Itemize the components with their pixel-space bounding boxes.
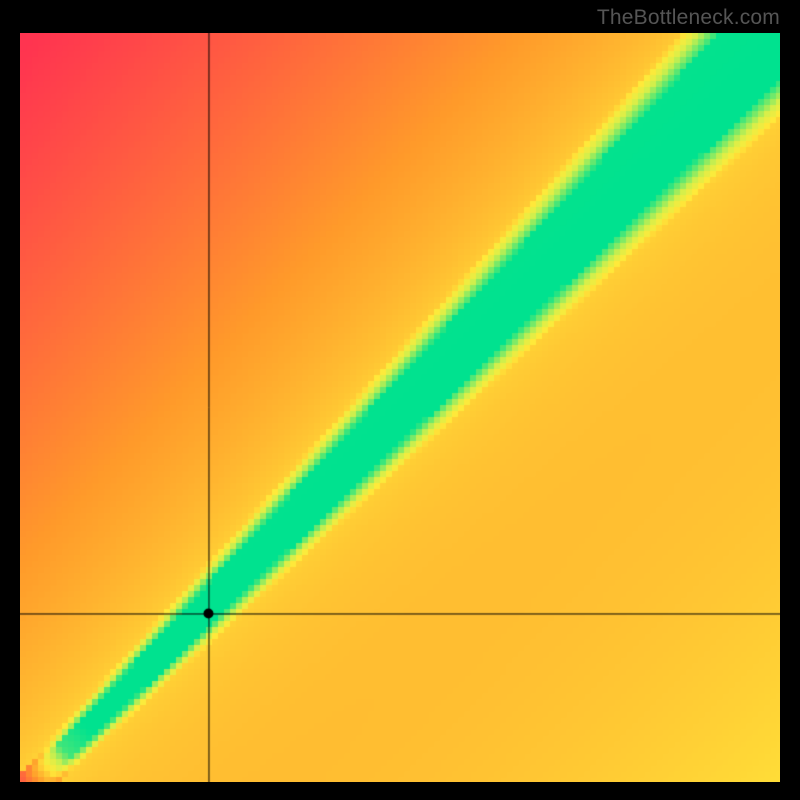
watermark-text: TheBottleneck.com [597,6,780,30]
plot-frame [20,33,780,782]
heatmap-canvas [20,33,780,782]
chart-container: TheBottleneck.com [0,0,800,800]
